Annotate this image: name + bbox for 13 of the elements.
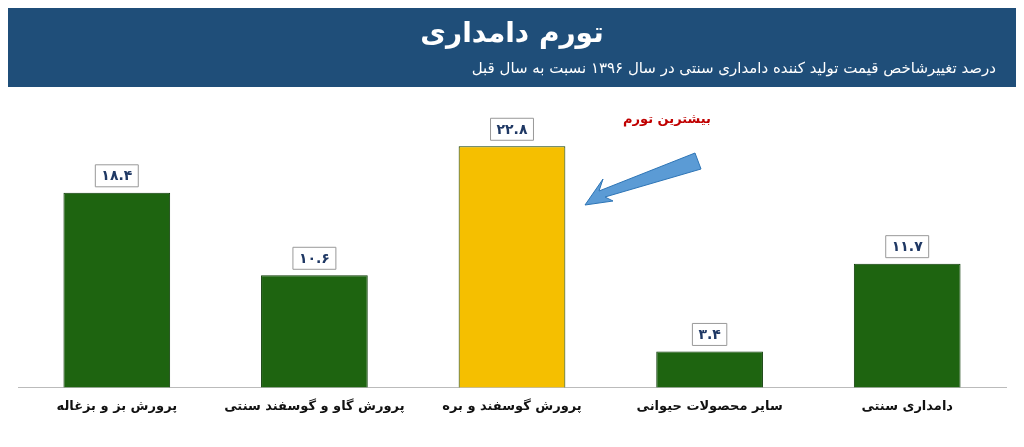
- data-label: ۱۱.۷: [891, 238, 924, 255]
- x-tick-label: پرورش گاو و گوسفند سنتی: [224, 397, 405, 413]
- data-label: ۱۸.۴: [101, 167, 133, 184]
- chart-subtitle: درصد تغییرشاخص قیمت تولید کننده دامداری سنتی در سال ۱۳۹۶ نسبت به سال قبل: [470, 59, 996, 77]
- x-tick-label: پرورش بز و بزغاله: [56, 397, 178, 413]
- x-tick-label: پرورش گوسفند و بره: [442, 397, 582, 413]
- data-label: ۳.۴: [698, 326, 722, 343]
- text: بیشترین تورم: [623, 111, 711, 126]
- x-tick-label: دامداری سنتی: [861, 397, 954, 413]
- data-label: ۱۰.۶: [298, 249, 330, 266]
- x-tick-label: سایر محصولات حیوانی: [636, 397, 783, 413]
- chart-title: تورم دامداری: [419, 16, 605, 49]
- data-label: ۲۲.۸: [496, 120, 528, 137]
